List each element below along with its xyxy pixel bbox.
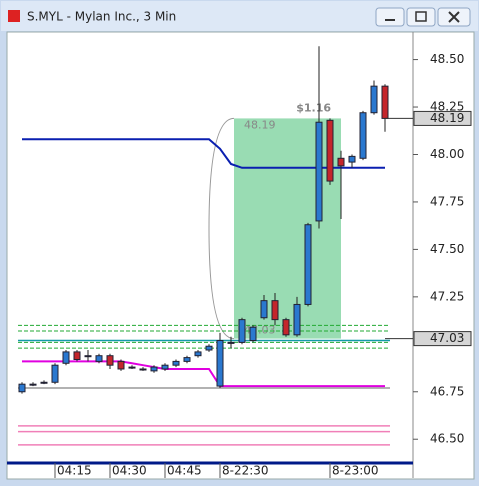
candle-body [40, 381, 48, 384]
x-tick-label: 04:30 [112, 464, 147, 478]
candle-body [139, 368, 147, 371]
candle-body [216, 340, 224, 387]
candle-body [359, 112, 367, 159]
y-tick-label: 46.50 [430, 432, 464, 446]
candle-body [194, 351, 202, 357]
candle-body [62, 351, 70, 364]
app-icon [8, 10, 20, 22]
trade-bracket [208, 117, 235, 340]
price-marker-label: 47.03 [430, 331, 464, 345]
y-tick-label: 48.00 [430, 147, 464, 161]
trade-gain: $1.16 [296, 101, 331, 114]
overlay-line [22, 360, 385, 388]
candle-body [183, 357, 191, 362]
price-marker-label: 48.19 [430, 111, 464, 125]
candle-body [282, 319, 290, 336]
maximize-button[interactable] [406, 7, 436, 27]
x-tick-label: 8-23:00 [332, 464, 379, 478]
candle-body [172, 360, 180, 366]
y-tick-label: 47.50 [430, 242, 464, 256]
trade-high-label: 48.19 [244, 118, 276, 131]
candle-body [293, 303, 301, 336]
candle-body [315, 121, 323, 222]
x-tick-label: 04:45 [167, 464, 202, 478]
trade-box [234, 118, 341, 339]
x-tick-label: 04:15 [57, 464, 92, 478]
plot: $1.16 48.19 47.03 48.50 48.25 48.00 47.75 47.50… [18, 46, 472, 478]
candle-body [73, 351, 81, 360]
y-tick-label: 48.50 [430, 52, 464, 66]
candle-body [348, 155, 356, 163]
window-title: S.MYL - Mylan Inc., 3 Min [27, 10, 176, 24]
candle-body [260, 300, 268, 319]
x-tick-label: 8-22:30 [222, 464, 269, 478]
candle-body [128, 366, 136, 369]
candle-body [106, 355, 114, 366]
y-tick-label: 48.25 [430, 100, 464, 114]
minimize-button[interactable] [375, 7, 405, 27]
candle-body [117, 360, 125, 370]
candle-body [326, 119, 334, 182]
maximize-icon [415, 11, 427, 22]
price-marker-box [413, 331, 472, 347]
overlay-line [22, 138, 385, 169]
candle-body [337, 157, 345, 167]
candle-body [51, 364, 59, 383]
y-tick-label: 46.75 [430, 384, 464, 398]
candle-body [161, 364, 169, 370]
candle-body [381, 85, 389, 119]
price-marker-box [413, 110, 472, 126]
candle-body [271, 300, 279, 321]
candle-body [304, 224, 312, 305]
candle-body [238, 319, 246, 343]
candle-body [150, 366, 158, 372]
close-icon [448, 11, 460, 23]
candle-body [227, 341, 235, 344]
y-tick-label: 47.25 [430, 289, 464, 303]
candle-body [205, 345, 213, 351]
candle-body [95, 355, 103, 362]
candle-body [29, 383, 37, 386]
y-tick-label: 47.75 [430, 194, 464, 208]
candle-body [249, 326, 257, 342]
candle-body [370, 85, 378, 114]
candle-body [84, 355, 92, 358]
candle-body [18, 383, 26, 393]
